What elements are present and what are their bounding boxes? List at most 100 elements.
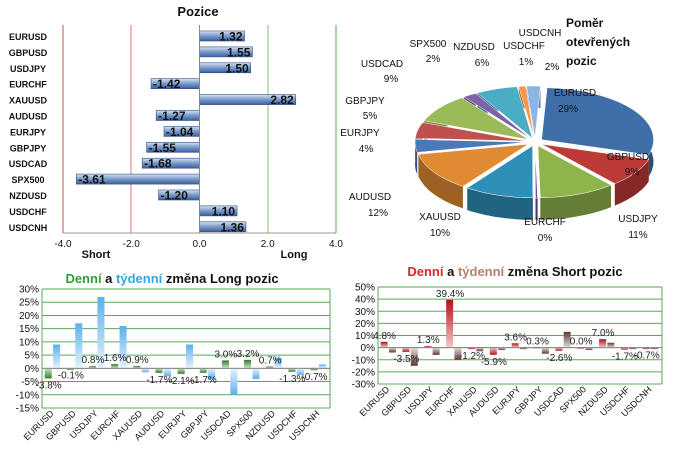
pie-slice-spx500 <box>463 93 531 139</box>
long-data-label-usdchf: -1.3% <box>279 374 305 385</box>
short-data-label-xauusd: -1.2% <box>459 351 485 362</box>
pie-title-line-1: Poměr <box>566 16 604 30</box>
long-bar-daily-gbpjpy <box>199 368 207 373</box>
pie-name-eurusd: EURUSD <box>554 88 596 99</box>
long-bar-weekly-eurjpy <box>186 344 194 369</box>
long-bar-weekly-usdjpy <box>97 296 105 369</box>
pos-category-eurusd: EURUSD <box>9 32 48 42</box>
pie-name-usdchf: USDCHF <box>503 41 545 52</box>
pie-name-eurchf: EURCHF <box>524 217 566 228</box>
short-bar-weekly-xauusd <box>476 347 484 352</box>
long-y-tick: 0% <box>25 364 40 375</box>
short-data-label-spx500: 0.0% <box>570 337 593 348</box>
pos-category-eurjpy: EURJPY <box>10 127 46 137</box>
short-bar-weekly-usdchf <box>629 347 637 350</box>
short-y-tick: -20% <box>352 367 375 378</box>
long_chart-title-part-0: Denní <box>65 271 102 286</box>
pie-slice-nzdusd <box>476 86 533 139</box>
long-bar-weekly-usdchf <box>296 368 304 375</box>
pos-tick-label: -4.0 <box>54 239 72 250</box>
long-y-tick: -15% <box>16 404 39 415</box>
long-data-label-spx500: 3.2% <box>237 349 260 360</box>
long-bar-daily-nzdusd <box>266 366 274 369</box>
long-bar-weekly-xauusd <box>141 368 149 373</box>
short-bar-daily-usdcad <box>555 347 563 351</box>
long-bar-weekly-usdcnh <box>318 364 327 369</box>
short-chart-title: Denní a týdenní změna Short pozic <box>407 264 622 279</box>
long-bar-daily-usdchf <box>288 368 296 372</box>
long-bar-weekly-audusd <box>163 368 171 377</box>
long-bar-daily-usdjpy <box>88 366 97 369</box>
short_chart-title-part-1: a <box>443 264 457 279</box>
pie-name-nzdusd: NZDUSD <box>453 42 495 53</box>
long-data-label-gbpjpy: -1.7% <box>191 375 217 386</box>
long-data-label-usdjpy: 0.8% <box>82 355 105 366</box>
short-bar-weekly-spx500 <box>585 347 593 351</box>
long-bar-weekly-eurchf <box>119 326 127 369</box>
pos-tick-label: 2.0 <box>261 239 275 250</box>
pie-name-usdcad: USDCAD <box>361 59 403 70</box>
long-y-tick: -5% <box>21 377 39 388</box>
pos-value-gbpusd: 1.55 <box>227 45 251 59</box>
pie-side-gbpusd <box>614 159 649 206</box>
short-bar-daily-eurchf <box>446 299 454 348</box>
pie-pct-usdcnh: 2% <box>545 62 560 73</box>
short-data-label-eurusd: 4.8% <box>373 331 396 342</box>
pie-pct-nzdusd: 6% <box>475 58 490 69</box>
pie-name-gbpusd: GBPUSD <box>607 152 649 163</box>
long-y-tick: 30% <box>19 285 39 296</box>
pie-pct-usdjpy: 11% <box>628 230 647 241</box>
pos-category-usdcad: USDCAD <box>9 159 48 169</box>
long-bar-weekly-usdcad <box>230 368 238 395</box>
long-bar-weekly-gbpjpy <box>208 368 216 379</box>
long-bar-daily-gbpusd <box>66 368 74 370</box>
short-bar-daily-spx500 <box>577 347 585 350</box>
pie-slice-eurusd <box>541 87 654 156</box>
long-y-tick: 5% <box>25 351 40 362</box>
short-bar-weekly-gbpusd <box>410 347 418 366</box>
pos-value-eurusd: 1.32 <box>219 30 243 44</box>
pie-side-eurchf <box>535 198 538 220</box>
short-bar-weekly-eurusd <box>388 347 396 353</box>
short-data-label-usdcnh: -0.7% <box>634 350 660 361</box>
long-chart-title: Denní a týdenní změna Long pozic <box>65 271 278 286</box>
pos-category-eurchf: EURCHF <box>9 80 47 90</box>
pos-category-spx500: SPX500 <box>11 175 44 185</box>
long-data-label-xauusd: 0.9% <box>126 355 149 366</box>
long-data-label-eurjpy: -2.1% <box>169 376 195 387</box>
short-bar-daily-gbpusd <box>402 347 410 352</box>
pie-pct-usdchf: 1% <box>519 57 534 68</box>
pos-value-usdcad: -1.68 <box>144 157 172 171</box>
pie-name-spx500: SPX500 <box>410 39 447 50</box>
pos-category-usdchf: USDCHF <box>9 207 47 217</box>
short-y-tick: 10% <box>355 331 375 342</box>
pie-slice-usdcad <box>423 97 529 140</box>
long-data-label-audusd: -1.7% <box>146 375 172 386</box>
pos-value-nzdusd: -1.20 <box>161 189 189 203</box>
long-bar-daily-eurjpy <box>177 368 185 374</box>
long-label: Long <box>281 249 308 261</box>
pie-slice-xauusd <box>466 145 534 199</box>
pie-slice-eurjpy <box>414 139 528 153</box>
pos-category-audusd: AUDUSD <box>9 112 48 122</box>
long-bar-daily-usdcad <box>221 360 229 369</box>
pie-side-usdjpy <box>540 185 611 220</box>
long-y-tick: 20% <box>19 311 39 322</box>
pos-value-gbpjpy: -1.55 <box>149 141 177 155</box>
long-change-chart: Denní a týdenní změna Long pozic 30% 25% 2… <box>16 271 331 443</box>
pos-category-nzdusd: NZDUSD <box>9 191 47 201</box>
pie-name-usdcnh: USDCNH <box>519 28 562 39</box>
short-data-label-nzdusd: 7.0% <box>592 328 615 339</box>
pos-tick-label: 4.0 <box>329 239 343 250</box>
pos-value-spx500: -3.61 <box>78 173 106 187</box>
short-data-label-eurjpy: 3.6% <box>504 332 527 343</box>
long-bar-daily-eurchf <box>111 364 119 369</box>
pie-title-line-2: otevřených <box>566 35 630 49</box>
pos-value-audusd: -1.27 <box>158 109 186 123</box>
pie-pct-eurusd: 29% <box>558 104 578 115</box>
pie-slice-usdjpy <box>537 145 612 198</box>
pos-value-eurchf: -1.42 <box>153 77 181 91</box>
long-bar-daily-eurusd <box>44 368 52 379</box>
long-bar-weekly-gbpusd <box>75 323 83 369</box>
long-bar-weekly-nzdusd <box>274 357 282 369</box>
